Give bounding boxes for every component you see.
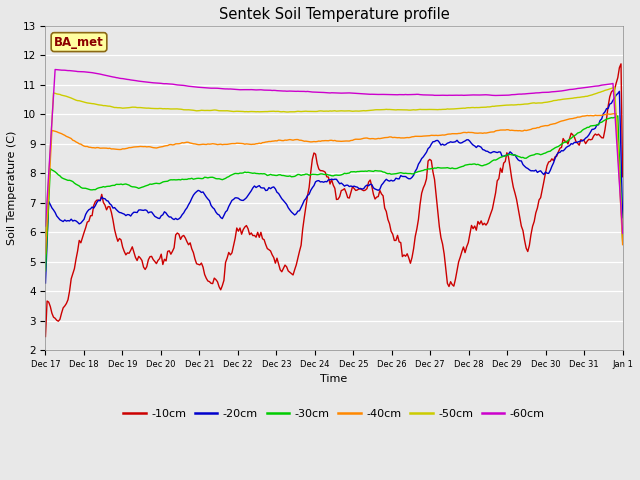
Y-axis label: Soil Temperature (C): Soil Temperature (C) [7,131,17,245]
Title: Sentek Soil Temperature profile: Sentek Soil Temperature profile [219,7,449,22]
Text: BA_met: BA_met [54,36,104,48]
X-axis label: Time: Time [321,374,348,384]
Legend: -10cm, -20cm, -30cm, -40cm, -50cm, -60cm: -10cm, -20cm, -30cm, -40cm, -50cm, -60cm [119,404,549,423]
